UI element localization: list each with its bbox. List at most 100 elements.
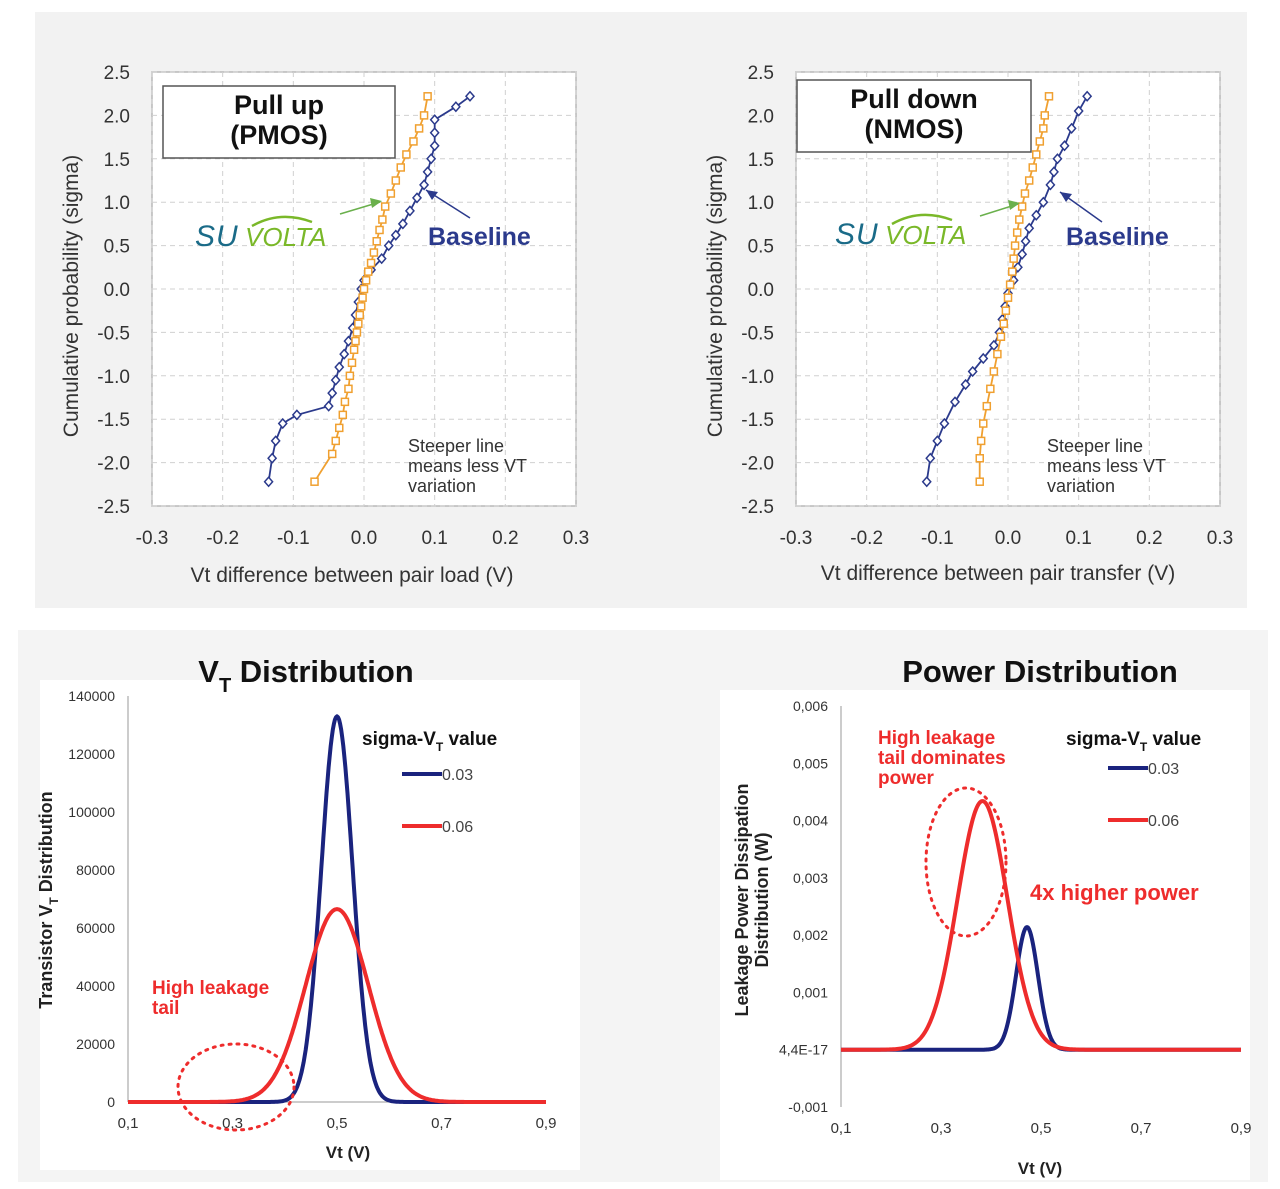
data-point	[1001, 306, 1011, 315]
y-tick-label: 4,4E-17	[779, 1042, 828, 1058]
x-tick-label: 0.3	[1207, 528, 1233, 549]
y-tick-label: -1.0	[741, 367, 774, 388]
baseline-arrow-head	[426, 190, 438, 200]
text-line: (NMOS)	[865, 114, 964, 144]
grid	[151, 71, 577, 507]
y-ticks: 2.5 2.0 1.5 1.0 0.5 0.0 -0.5 -1.0 -1.5 -2.0 -2.5	[97, 63, 130, 518]
x-tick-label: -0.2	[850, 528, 883, 549]
data-point	[1017, 248, 1028, 260]
legend-label: 0.03	[442, 767, 473, 784]
y-tick-label: 0,006	[793, 698, 828, 714]
y-tick-label: -2.5	[97, 497, 130, 518]
x-tick-label: 0,1	[831, 1120, 852, 1137]
y-axis-label: Cumulative probability (sigma)	[704, 155, 727, 437]
data-point	[338, 410, 348, 420]
chart-pull-down: 2.5 2.0 1.5 1.0 0.5 0.0 -0.5 -1.0 -1.5 -2.0 -2.5 -…	[704, 63, 1233, 585]
y-tick-label: 2.0	[104, 106, 130, 127]
text-line: Steeper line	[408, 436, 504, 456]
x-tick-label: -0.3	[136, 528, 169, 549]
data-point	[982, 401, 992, 411]
data-point	[354, 319, 363, 328]
x-tick-label: 0,9	[536, 1115, 557, 1132]
series-line-0.06	[127, 907, 547, 1104]
baseline-annotation: Baseline	[428, 223, 531, 251]
text-line: Steeper line	[1047, 436, 1143, 456]
x-tick-label: -0.1	[277, 528, 310, 549]
data-point	[340, 397, 350, 407]
y-tick-label: 2.5	[748, 63, 774, 84]
y-tick-label: 2.0	[748, 106, 774, 127]
data-point	[949, 396, 961, 408]
y-tick-label: 60000	[76, 920, 115, 936]
data-point	[1015, 215, 1024, 224]
chart-vt-distribution: VT Distribution 140000 120000 100000 80000 6…	[36, 654, 556, 1162]
data-point	[1005, 280, 1015, 289]
data-point	[310, 477, 319, 486]
y-tick-label: 1.5	[748, 150, 774, 171]
y-tick-label: 1.5	[104, 150, 130, 171]
data-point	[960, 378, 971, 391]
steeper-note: Steeper line means less VT variation	[408, 436, 527, 496]
x-tick-label: 0,5	[1031, 1120, 1052, 1137]
y-tick-label: 1.0	[104, 193, 130, 214]
x-tick-label: 0.1	[421, 528, 447, 549]
data-point	[383, 239, 394, 252]
data-point	[429, 140, 440, 152]
data-point	[343, 335, 354, 347]
data-point	[1010, 241, 1020, 250]
data-point	[372, 237, 381, 246]
y-tick-label: 0,003	[793, 870, 828, 886]
data-point	[411, 192, 423, 204]
text-line: Pull down	[850, 84, 978, 114]
data-point	[1044, 92, 1054, 101]
data-point	[989, 367, 999, 376]
x-axis-label: Vt (V)	[1018, 1159, 1062, 1178]
chart-title: VT Distribution	[198, 654, 413, 697]
data-point	[429, 127, 440, 139]
legend-title: sigma-VT value	[1066, 729, 1201, 754]
baseline-arrow-head	[1060, 192, 1072, 202]
data-point	[996, 332, 1006, 341]
data-point	[359, 284, 369, 294]
chart-title: Pull down (NMOS)	[850, 84, 978, 144]
data-point	[347, 358, 357, 368]
data-point	[277, 417, 288, 430]
legend-items: 0.03 0.06	[1108, 761, 1179, 830]
data-point	[419, 179, 430, 191]
y-tick-label: 80000	[76, 862, 115, 878]
data-point	[402, 150, 411, 159]
y-tick-label: 0,004	[793, 813, 828, 829]
data-point	[369, 248, 379, 257]
data-point	[358, 293, 367, 302]
x-tick-label: 0,7	[1131, 1120, 1152, 1137]
data-point	[1066, 122, 1077, 135]
data-point	[366, 258, 376, 268]
logo-volta: VOLTA	[885, 220, 966, 250]
y-axis-label: Leakage Power DissipationDistribution (W…	[732, 783, 772, 1016]
x-tick-label: 0,3	[931, 1120, 952, 1137]
series-baseline	[921, 90, 1093, 488]
logo-su: SU	[835, 218, 879, 251]
high-leakage-annotation: High leakage tail	[152, 978, 269, 1019]
data-point	[361, 276, 371, 285]
high-leakage-tail-circle	[176, 1042, 296, 1132]
y-tick-label: 0.5	[104, 237, 130, 258]
data-point	[327, 387, 338, 399]
legend-label: 0.03	[1148, 761, 1179, 778]
data-point	[414, 124, 424, 133]
logo-swoosh	[251, 215, 313, 228]
data-point	[355, 310, 365, 320]
data-point	[375, 225, 384, 235]
y-tick-label: -1.0	[97, 367, 130, 388]
data-point	[376, 252, 387, 265]
data-point	[339, 348, 350, 360]
steeper-note: Steeper line means less VT variation	[1047, 436, 1166, 496]
data-point	[409, 137, 418, 146]
text-line: variation	[408, 476, 476, 496]
high-leakage-annotation: High leakage tail dominates power	[878, 728, 1006, 789]
y-tick-label: 120000	[68, 746, 115, 762]
data-point	[1028, 163, 1037, 172]
high-leakage-tail-circle	[924, 786, 1008, 938]
y-axis-label: Cumulative probability (sigma)	[60, 155, 83, 437]
data-point	[334, 361, 345, 373]
